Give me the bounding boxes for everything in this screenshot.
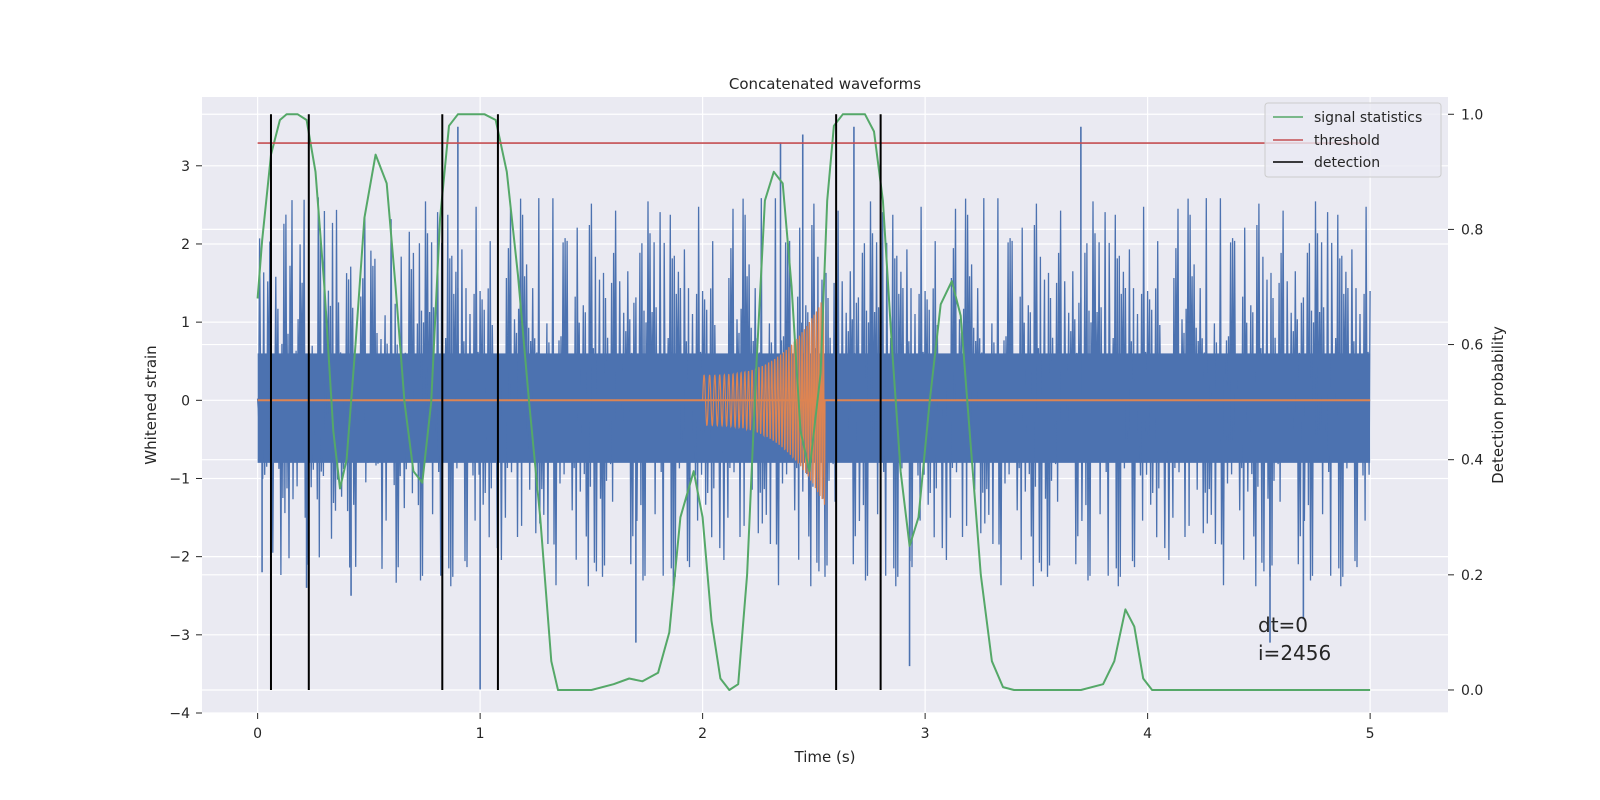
legend: signal statistics threshold detection (1264, 102, 1442, 178)
y-tick-label: −4 (169, 706, 190, 722)
x-tick-label: 0 (253, 726, 262, 742)
y2-tick-label: 0.6 (1461, 338, 1483, 354)
y-tick-label: 0 (181, 393, 190, 409)
x-tick-label: 2 (698, 726, 707, 742)
y-tick-label: 2 (181, 237, 190, 253)
y-tick-label: −3 (169, 628, 190, 644)
legend-box (1264, 102, 1442, 178)
legend-label-threshold: threshold (1314, 133, 1380, 149)
x-tick-label: 5 (1366, 726, 1375, 742)
annotation-i: i=2456 (1258, 641, 1331, 665)
x-tick-label: 4 (1143, 726, 1152, 742)
detection-series (269, 114, 882, 690)
y2-tick-label: 0.0 (1461, 683, 1483, 699)
chart-title: Concatenated waveforms (729, 75, 921, 93)
y-axis-label: Whitened strain (142, 345, 160, 464)
y2-axis-label: Detection probability (1489, 326, 1507, 484)
y-tick-label: −1 (169, 471, 190, 487)
x-tick-label: 1 (476, 726, 485, 742)
y2-tick-label: 0.2 (1461, 568, 1483, 584)
x-axis-label: Time (s) (794, 748, 856, 766)
y-tick-label: 3 (181, 159, 190, 175)
axis-ticks: 0 1 2 3 4 5 −4 −3 −2 −1 0 1 2 3 0.0 0.2 0.4 0.6 0.8 1.0 (169, 107, 1483, 742)
chirp-line (702, 298, 826, 505)
y2-tick-label: 1.0 (1461, 107, 1483, 123)
y-tick-label: −2 (169, 550, 190, 566)
y2-tick-label: 0.8 (1461, 222, 1483, 238)
legend-label-signal-statistics: signal statistics (1314, 110, 1422, 126)
legend-label-detection: detection (1314, 155, 1380, 171)
y2-tick-label: 0.4 (1461, 453, 1483, 469)
signal-statistics-line (256, 113, 1371, 691)
signal-statistics-series (256, 113, 1371, 691)
x-tick-label: 3 (921, 726, 930, 742)
y-tick-label: 1 (181, 315, 190, 331)
annotation-dt: dt=0 (1258, 613, 1308, 637)
